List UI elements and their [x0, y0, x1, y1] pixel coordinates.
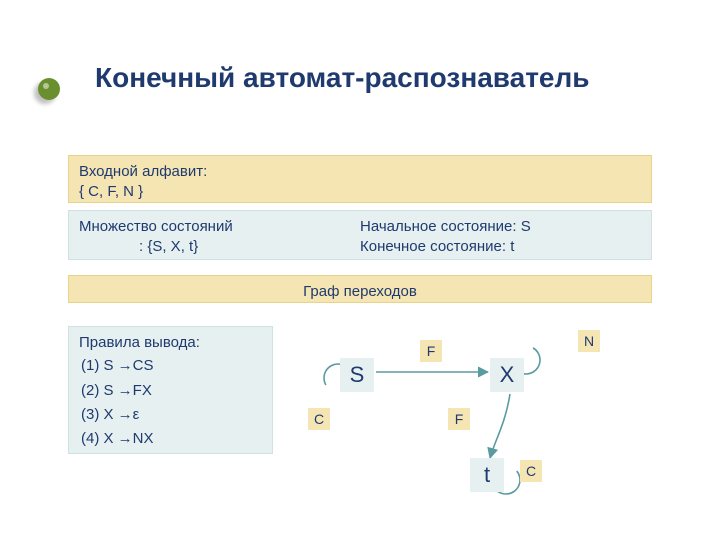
rules-header: Правила вывода:: [79, 333, 262, 353]
slide-title: Конечный автомат-распознаватель: [95, 62, 590, 94]
states-set-value: : {S, X, t}: [79, 238, 198, 255]
rules-list: (1) S →CS (2) S →FX(3) X →ε(4) X →NX: [79, 353, 156, 452]
alphabet-value: { C, F, N }: [79, 183, 143, 200]
initial-state-label: Начальное состояние:: [360, 218, 521, 235]
edge-label: F: [420, 340, 442, 362]
edge-label: C: [520, 460, 542, 482]
final-state-label: Конечное состояние:: [360, 238, 510, 255]
rule-item: (4) X →NX: [81, 428, 154, 450]
graph-node-X: X: [490, 358, 524, 392]
initial-state-value: S: [521, 218, 531, 235]
graph-node-t: t: [470, 458, 504, 492]
edge-label: N: [578, 330, 600, 352]
states-set-label: Множество состояний: [79, 218, 233, 235]
graph-node-S: S: [340, 358, 374, 392]
edge-label: F: [448, 408, 470, 430]
alphabet-box: Входной алфавит: { C, F, N }: [68, 155, 652, 203]
title-bullet: [38, 78, 60, 100]
graph-header: Граф переходов: [303, 283, 417, 300]
graph-header-box: Граф переходов: [68, 275, 652, 303]
graph-edges: [280, 330, 640, 530]
rule-item: (3) X →ε: [81, 404, 154, 426]
final-state-value: t: [510, 238, 514, 255]
rules-box: Правила вывода: (1) S →CS (2) S →FX(3) X …: [68, 326, 273, 454]
rule-item: (1) S →CS: [81, 355, 154, 377]
alphabet-label: Входной алфавит:: [79, 163, 207, 180]
rule-item: (2) S →FX: [81, 380, 154, 402]
states-box: Множество состояний : {S, X, t} Начально…: [68, 210, 652, 260]
transition-graph: S Xt F N C F C: [280, 330, 640, 530]
edge-label: C: [308, 408, 330, 430]
